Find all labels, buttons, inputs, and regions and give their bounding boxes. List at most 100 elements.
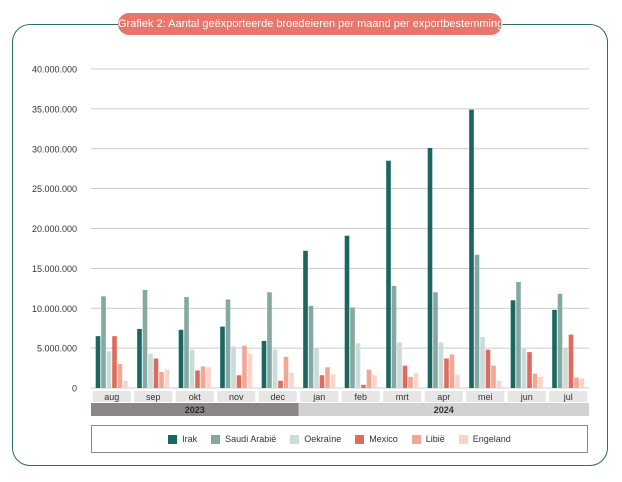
category-label: mei [478, 392, 493, 402]
year-label: 2024 [434, 405, 454, 415]
y-tick-label: 30.000.000 [32, 144, 77, 154]
legend-swatch [211, 434, 221, 444]
bar [142, 289, 148, 388]
bar [164, 369, 170, 388]
bar [552, 309, 557, 388]
bar [308, 305, 314, 388]
bar [117, 364, 123, 388]
bar [469, 109, 474, 389]
bar [137, 328, 142, 388]
bar [413, 372, 419, 388]
bar [236, 375, 242, 388]
category-box [217, 391, 256, 402]
bar [579, 378, 585, 388]
year-bands: 2023 2024 [91, 403, 589, 416]
bar [402, 365, 408, 388]
bar [189, 349, 195, 388]
bar [438, 342, 444, 388]
bar [449, 354, 455, 388]
y-tick-label: 20.000.000 [32, 224, 77, 234]
bar [516, 281, 521, 388]
bar [195, 370, 200, 388]
legend-swatch [355, 434, 365, 444]
bar [455, 374, 460, 388]
bar [527, 352, 532, 388]
legend-swatch [168, 434, 178, 444]
bar [148, 353, 153, 388]
bar [225, 299, 231, 388]
legend-item: Engeland [458, 434, 511, 444]
bar [496, 380, 502, 388]
x-axis-categories: aug sep okt nov dec jan feb mrt apr mei jun jul [92, 391, 588, 402]
year-label: 2023 [185, 405, 205, 415]
bar [444, 358, 449, 388]
bar [563, 348, 568, 388]
legend-item: Irak [168, 434, 197, 444]
bar [123, 380, 128, 388]
bar [485, 349, 491, 388]
y-tick-label: 40.000.000 [32, 65, 77, 75]
bar [267, 292, 272, 388]
category-label: sep [146, 392, 161, 402]
bar [355, 343, 361, 388]
legend: Irak Saudi Arabië Oekraïne Mexico Libië Engel… [91, 425, 588, 453]
category-box [258, 391, 297, 402]
bar [278, 380, 283, 388]
category-box [466, 391, 505, 402]
legend-item: Libië [411, 434, 445, 444]
bar [350, 307, 355, 388]
gridlines [91, 68, 589, 389]
bar [314, 348, 319, 388]
bar [491, 365, 496, 388]
bar [319, 375, 325, 388]
category-box [300, 391, 339, 402]
bar [289, 372, 294, 388]
category-label: mrt [396, 392, 409, 402]
category-box [383, 391, 422, 402]
y-tick-label: 5.000.000 [37, 344, 77, 354]
bar [184, 297, 189, 388]
bar [231, 346, 236, 388]
bars [95, 109, 585, 389]
bar [220, 326, 225, 388]
bar [200, 366, 206, 388]
category-box [341, 391, 380, 402]
bar [408, 376, 413, 388]
bar [325, 367, 330, 388]
y-tick-label: 35.000.000 [32, 104, 77, 114]
bar [433, 292, 438, 388]
legend-label: Libië [425, 434, 445, 444]
legend-item: Mexico [355, 434, 398, 444]
bar [101, 296, 106, 388]
legend-swatch [458, 434, 468, 444]
bar [112, 336, 117, 388]
bar [330, 374, 336, 388]
legend-label: Saudi Arabië [225, 434, 277, 444]
bar [206, 367, 211, 388]
bar [261, 340, 267, 388]
year-band [298, 403, 589, 416]
bar [521, 348, 527, 388]
bar [366, 369, 372, 388]
category-box [507, 391, 546, 402]
category-label: feb [354, 392, 367, 402]
bar [391, 285, 397, 388]
bar [178, 329, 184, 388]
category-label: jun [520, 392, 533, 402]
y-tick-label: 0 [72, 384, 77, 394]
category-box [549, 391, 588, 402]
bar [153, 358, 159, 388]
chart-title: Grafiek 2: Aantal geëxporteerde broedeie… [118, 13, 503, 35]
legend-label: Mexico [369, 434, 398, 444]
bar [568, 334, 574, 388]
bar [303, 250, 308, 388]
y-tick-label: 25.000.000 [32, 184, 77, 194]
category-label: dec [270, 392, 285, 402]
legend-swatch [290, 434, 300, 444]
bar [574, 377, 579, 388]
bar [247, 353, 253, 388]
bar [557, 293, 563, 388]
category-label: jul [563, 392, 573, 402]
bar [510, 300, 516, 388]
